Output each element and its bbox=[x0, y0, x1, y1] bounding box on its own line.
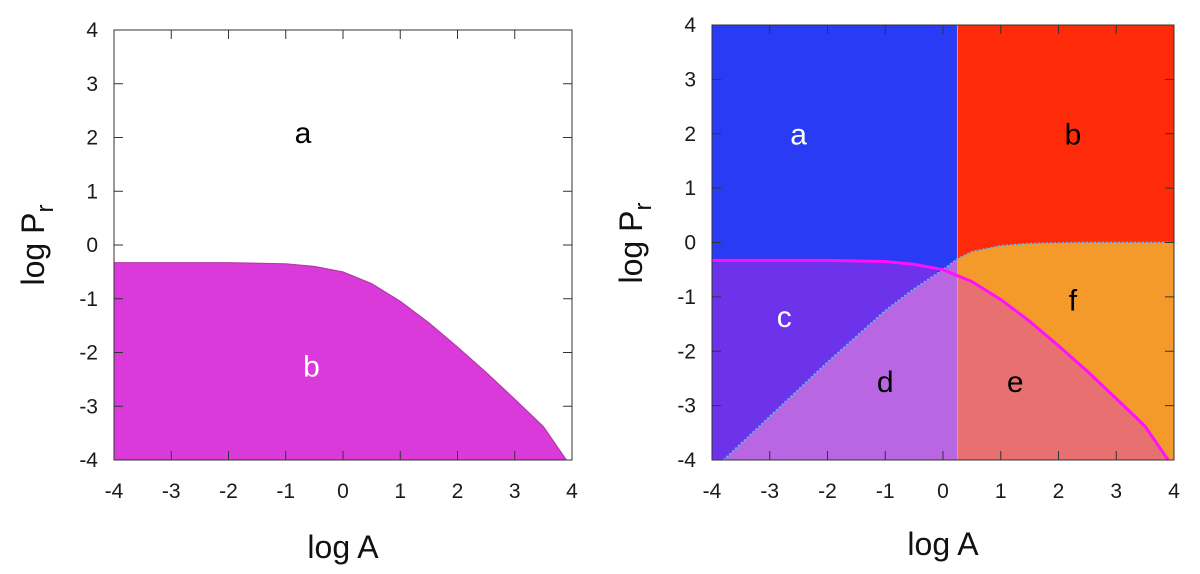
region-c bbox=[712, 260, 938, 460]
x-tick-label: 2 bbox=[452, 480, 464, 503]
x-tick-label: -3 bbox=[760, 480, 779, 503]
y-tick-label: -3 bbox=[677, 395, 696, 418]
x-tick-label: 0 bbox=[337, 480, 349, 503]
upper-boundary-line bbox=[722, 241, 1174, 461]
region-d bbox=[723, 258, 958, 460]
x-tick-label: 1 bbox=[995, 480, 1007, 503]
y-tick-label: 1 bbox=[684, 177, 696, 200]
y-tick-label: -1 bbox=[677, 286, 696, 309]
region-label-c: c bbox=[777, 301, 792, 334]
region-label-a: a bbox=[295, 117, 312, 150]
x-tick-label: 3 bbox=[509, 480, 521, 503]
x-tick-label: -2 bbox=[818, 480, 837, 503]
region-label-a: a bbox=[790, 119, 807, 152]
x-tick-label: 3 bbox=[1110, 480, 1122, 503]
right-x-tick-labels: -4 -3 -2 -1 0 1 2 3 4 bbox=[703, 480, 1181, 503]
x-tick-label: 4 bbox=[566, 480, 578, 503]
x-tick-label: -4 bbox=[105, 480, 124, 503]
right-region-labels: a b c d e f bbox=[777, 119, 1082, 399]
region-label-f: f bbox=[1069, 284, 1078, 317]
y-tick-label: 2 bbox=[86, 127, 98, 150]
x-tick-label: 2 bbox=[1053, 480, 1065, 503]
x-tick-label: -1 bbox=[876, 480, 895, 503]
y-tick-label: -2 bbox=[79, 342, 98, 365]
right-y-axis-label: log Pr bbox=[613, 203, 657, 284]
left-y-tick-labels: 4 3 2 1 0 -1 -2 -3 -4 bbox=[79, 19, 98, 472]
x-tick-label: -3 bbox=[162, 480, 181, 503]
region-label-b: b bbox=[1065, 119, 1082, 152]
region-b bbox=[114, 262, 567, 460]
chart-right: a b c d e f -4 -3 -2 -1 0 1 2 3 4 4 3 2 1 0 -1 -2 -3 -4 log A… bbox=[613, 14, 1180, 562]
magenta-curve bbox=[712, 258, 1170, 461]
left-boundary-curve bbox=[114, 262, 567, 461]
y-tick-label: 0 bbox=[684, 232, 696, 255]
right-boundary-lines bbox=[712, 25, 1174, 461]
right-x-axis-label: log A bbox=[907, 526, 979, 562]
x-tick-label: -2 bbox=[219, 480, 238, 503]
right-y-tick-labels: 4 3 2 1 0 -1 -2 -3 -4 bbox=[677, 14, 696, 472]
y-tick-label: 1 bbox=[86, 180, 98, 203]
y-tick-label: -1 bbox=[79, 288, 98, 311]
left-x-tick-labels: -4 -3 -2 -1 0 1 2 3 4 bbox=[105, 480, 579, 503]
y-tick-label: 0 bbox=[86, 234, 98, 257]
right-regions bbox=[712, 25, 1174, 460]
region-label-b: b bbox=[303, 351, 320, 384]
left-regions bbox=[114, 30, 572, 461]
region-label-e: e bbox=[1007, 366, 1024, 399]
x-tick-label: -4 bbox=[703, 480, 722, 503]
left-y-axis-label: log Pr bbox=[15, 205, 59, 286]
y-tick-label: -2 bbox=[677, 340, 696, 363]
y-tick-label: -4 bbox=[79, 449, 98, 472]
left-x-axis-label: log A bbox=[307, 529, 379, 565]
y-tick-label: 4 bbox=[86, 19, 98, 42]
x-tick-label: 0 bbox=[937, 480, 949, 503]
region-label-d: d bbox=[877, 366, 894, 399]
y-tick-label: 2 bbox=[684, 123, 696, 146]
y-tick-label: 3 bbox=[86, 73, 98, 96]
y-tick-label: -3 bbox=[79, 395, 98, 418]
y-tick-label: 3 bbox=[684, 68, 696, 91]
left-ticks bbox=[113, 29, 573, 461]
x-tick-label: -1 bbox=[276, 480, 295, 503]
y-tick-label: 4 bbox=[684, 14, 696, 37]
left-region-labels: ab bbox=[295, 117, 320, 384]
x-tick-label: 4 bbox=[1168, 480, 1180, 503]
y-tick-label: -4 bbox=[677, 449, 696, 472]
x-tick-label: 1 bbox=[394, 480, 406, 503]
right-ticks bbox=[711, 24, 1175, 461]
